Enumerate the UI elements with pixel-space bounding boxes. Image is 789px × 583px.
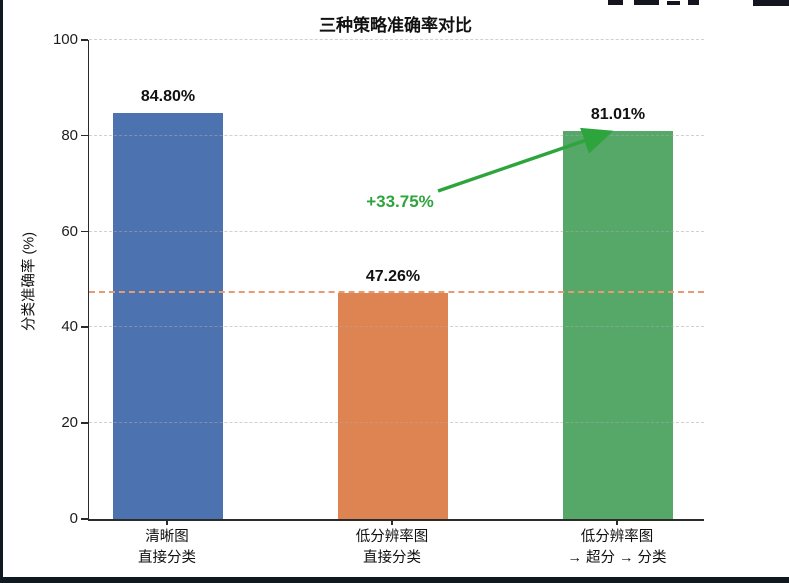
- y-tick-label-100: 100: [52, 31, 78, 48]
- x-tick-line2: 直接分类: [363, 550, 421, 567]
- y-tick-mark: [81, 518, 88, 520]
- x-tick-line2: 直接分类: [138, 550, 196, 567]
- x-tick-line2: → 超分 → 分类: [567, 550, 667, 567]
- plot-area: 84.80% 47.26% 81.01%: [88, 39, 704, 521]
- y-tick-mark: [81, 134, 88, 137]
- gridline-100: [89, 39, 704, 40]
- y-tick-label-60: 60: [61, 222, 78, 240]
- x-tick-line1: 低分辨率图: [355, 529, 429, 545]
- gridline-80: [89, 134, 704, 136]
- bar-value-label: 84.80%: [140, 87, 196, 105]
- y-tick-mark: [81, 39, 88, 41]
- y-tick-label-80: 80: [61, 126, 78, 144]
- x-tick-label-clear-image: 清晰图 直接分类: [67, 527, 267, 569]
- y-tick-mark: [81, 326, 88, 328]
- reference-line: [89, 290, 704, 293]
- x-tick-label-lowres-direct: 低分辨率图 直接分类: [292, 527, 492, 569]
- y-axis-label: 分类准确率 (%): [21, 231, 38, 332]
- x-tick-mark: [616, 519, 618, 525]
- window-left-border: [0, 0, 3, 583]
- x-tick-label-lowres-sr: 低分辨率图 → 超分 → 分类: [517, 527, 717, 569]
- bar-value-label: 81.01%: [590, 105, 646, 123]
- x-tick-mark: [391, 519, 393, 525]
- chart-title: 三种策略准确率对比: [319, 16, 472, 35]
- y-tick-label-40: 40: [61, 318, 78, 336]
- bar-clear-image: [113, 112, 223, 519]
- window-bottom-border: [0, 577, 789, 583]
- bar-lowres-direct: [338, 292, 448, 519]
- x-tick-mark: [166, 519, 168, 525]
- y-tick-label-20: 20: [61, 414, 78, 432]
- y-tick-mark: [81, 422, 88, 424]
- gridline-60: [89, 230, 704, 232]
- bar-lowres-sr: [563, 130, 673, 519]
- gridline-40: [89, 326, 704, 328]
- improvement-annotation: +33.75%: [366, 192, 434, 211]
- x-tick-line1: 低分辨率图: [580, 529, 654, 545]
- y-tick-mark: [81, 230, 88, 233]
- gridline-20: [89, 422, 704, 424]
- y-tick-label-0: 0: [69, 510, 78, 527]
- cropped-header-text-fragment: [608, 0, 789, 6]
- bar-value-label: 47.26%: [365, 267, 421, 285]
- x-tick-line1: 清晰图: [145, 529, 189, 545]
